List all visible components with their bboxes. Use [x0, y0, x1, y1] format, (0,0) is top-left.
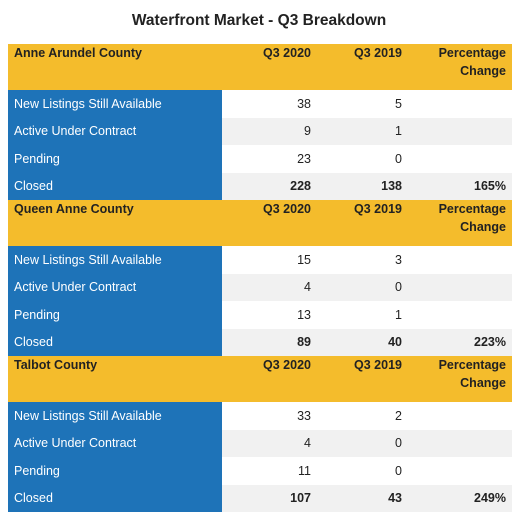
cell: 33 [297, 408, 311, 423]
row-label: Closed [8, 328, 222, 356]
data-row: Closed 89 40 223% [8, 328, 512, 356]
data-row: New Listings Still Available 38 5 [8, 90, 512, 118]
column-header: Q3 2020 [222, 356, 317, 402]
cell: 228 [222, 172, 317, 200]
cell: 249% [408, 484, 512, 512]
data-row: Closed 107 43 249% [8, 484, 512, 512]
cell: 89 [222, 328, 317, 356]
cell: 40 [317, 328, 408, 356]
cell: 38 [297, 96, 311, 111]
cell: 1 [317, 117, 408, 145]
section-header: Anne Arundel County Q3 2020 Q3 2019 Percent… [8, 44, 512, 90]
cell: 11 [298, 463, 311, 478]
row-label: Active Under Contract [8, 273, 222, 301]
cell: 9 [222, 117, 317, 145]
data-row: New Listings Still Available 15 3 [8, 246, 512, 274]
cell: 107 [222, 484, 317, 512]
column-header: Q3 2020 [222, 44, 317, 90]
section-header: Queen Anne County Q3 2020 Q3 2019 Percentag… [8, 200, 512, 246]
data-row: Active Under Contract 4 0 [8, 429, 512, 457]
county-name: Anne Arundel County [8, 44, 222, 90]
data-row: New Listings Still Available 33 2 [8, 402, 512, 430]
row-label: Closed [8, 484, 222, 512]
column-header: Q3 2020 [222, 200, 317, 246]
cell: 0 [395, 463, 402, 478]
cell [408, 457, 512, 485]
cell: 13 [297, 307, 311, 322]
row-label: New Listings Still Available [8, 402, 222, 430]
row-label: New Listings Still Available [8, 90, 222, 118]
row-label: Pending [8, 457, 222, 485]
cell: 138 [317, 172, 408, 200]
title: Waterfront Market - Q3 Breakdown [131, 12, 387, 29]
column-header: Percentage Change [408, 44, 512, 90]
cell: 165% [408, 172, 512, 200]
data-row: Pending 11 0 [8, 457, 512, 485]
data-row: Pending 23 0 [8, 145, 512, 173]
cell [408, 246, 512, 274]
column-header: Percentage Change [408, 356, 512, 402]
cell [408, 90, 512, 118]
row-label: Active Under Contract [8, 117, 222, 145]
cell: 23 [297, 151, 311, 166]
cell: 3 [395, 252, 402, 267]
county-name: Queen Anne County [8, 200, 222, 246]
cell: 0 [317, 273, 408, 301]
data-row: Active Under Contract 4 0 [8, 273, 512, 301]
cell [408, 402, 512, 430]
cell [408, 117, 512, 145]
cell: 223% [408, 328, 512, 356]
row-label: Pending [8, 301, 222, 329]
cell: 2 [395, 408, 402, 423]
cell [408, 301, 512, 329]
cell: 5 [395, 96, 402, 111]
cell: 15 [297, 252, 311, 267]
cell [408, 429, 512, 457]
row-label: New Listings Still Available [8, 246, 222, 274]
column-header: Q3 2019 [317, 356, 408, 402]
cell [408, 273, 512, 301]
cell: 0 [317, 429, 408, 457]
cell: 0 [395, 151, 402, 166]
cell [408, 145, 512, 173]
row-label: Active Under Contract [8, 429, 222, 457]
cell: 4 [222, 273, 317, 301]
column-header: Percentage Change [408, 200, 512, 246]
county-name: Talbot County [8, 356, 222, 402]
cell: 1 [395, 307, 402, 322]
row-label: Closed [8, 172, 222, 200]
section-header: Talbot County Q3 2020 Q3 2019 Percentage Ch… [8, 356, 512, 402]
data-row: Pending 13 1 [8, 301, 512, 329]
row-label: Pending [8, 145, 222, 173]
column-header: Q3 2019 [317, 44, 408, 90]
data-row: Closed 228 138 165% [8, 172, 512, 200]
data-row: Active Under Contract 9 1 [8, 117, 512, 145]
cell: 4 [222, 429, 317, 457]
cell: 43 [317, 484, 408, 512]
column-header: Q3 2019 [317, 200, 408, 246]
breakdown-table: Anne Arundel County Q3 2020 Q3 2019 Percent… [8, 44, 512, 512]
